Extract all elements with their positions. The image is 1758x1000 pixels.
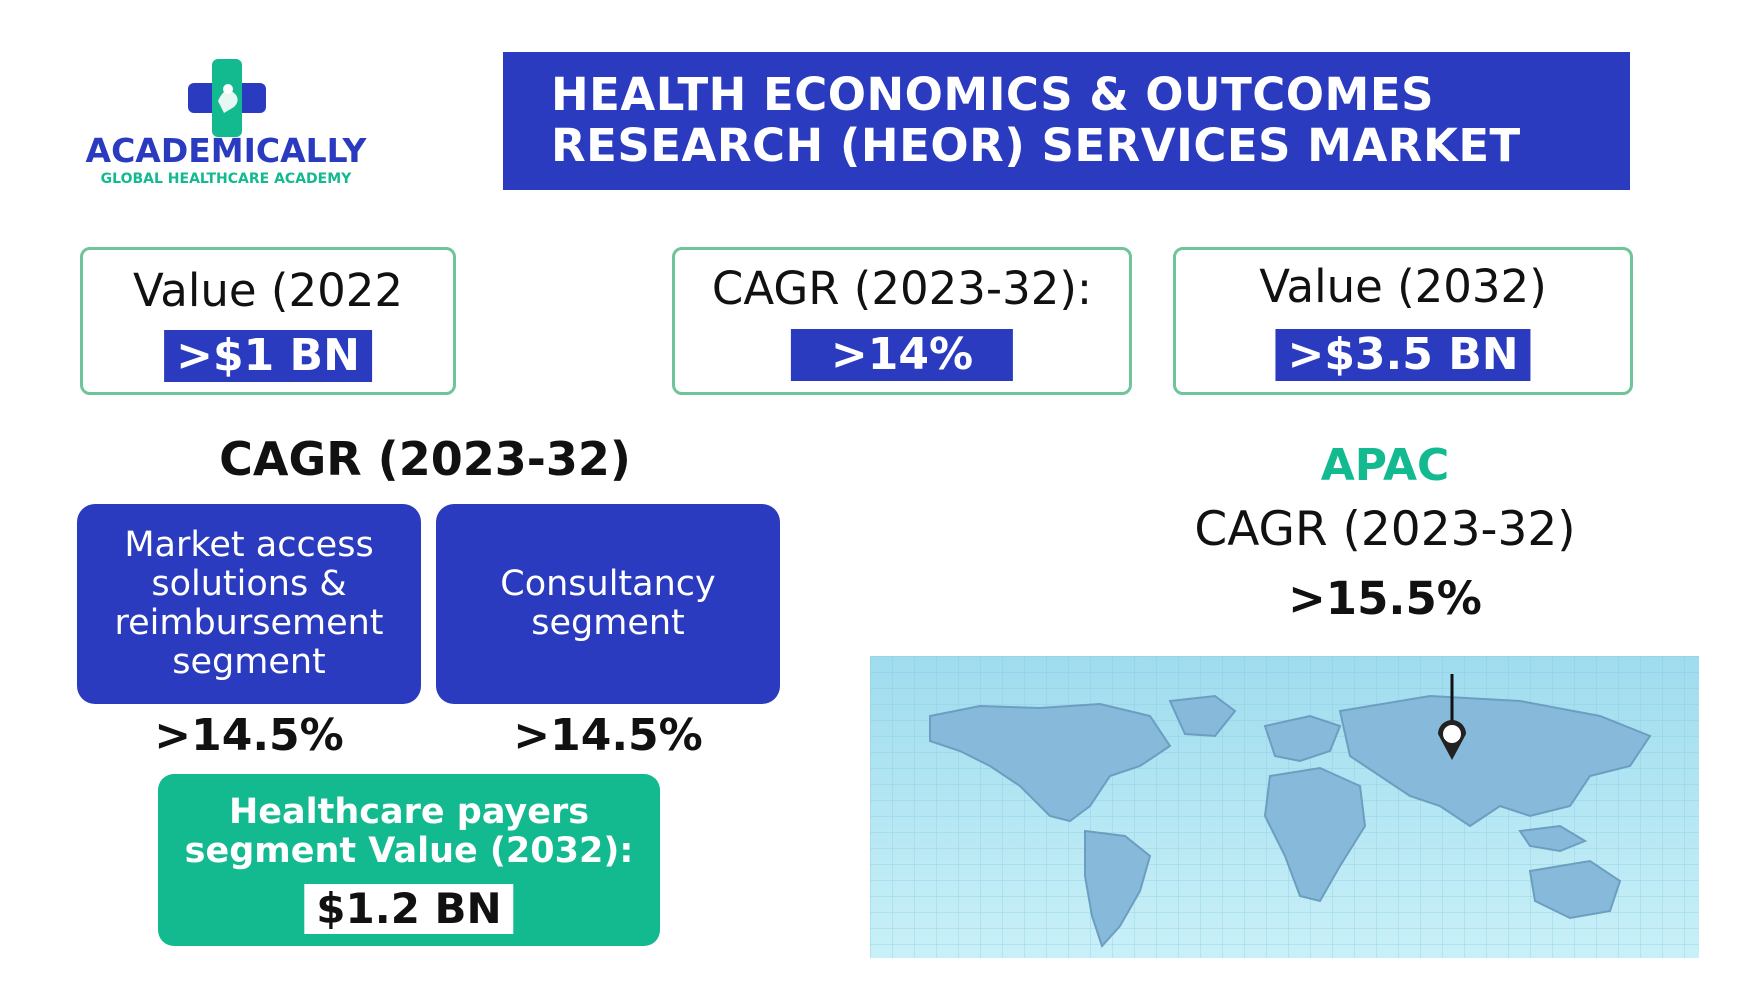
apac-cagr-label: CAGR (2023-32) [1194,502,1576,557]
logo-name: ACADEMICALLY [85,131,367,170]
stat-label: CAGR (2023-32): [711,262,1093,315]
title-banner: HEALTH ECONOMICS & OUTCOMES RESEARCH (HE… [503,52,1630,190]
title-line-1: HEALTH ECONOMICS & OUTCOMES [551,68,1434,121]
segment-label: Market access solutions & reimbursement … [114,525,384,682]
stat-label: Value (2032) [1259,260,1547,313]
logo-tagline: GLOBAL HEALTHCARE ACADEMY [100,171,352,187]
segment-consultancy-value: >14.5% [513,710,703,761]
world-map-pin-icon [870,656,1699,958]
segment-label: Consultancy segment [500,564,716,643]
stat-cagr: CAGR (2023-32): >14% [672,247,1132,395]
payers-segment-box: Healthcare payers segment Value (2032): … [158,774,660,946]
segment-consultancy: Consultancy segment [436,504,780,704]
apac-cagr-value: >15.5% [1288,572,1482,625]
stat-value: >$1 BN [164,330,372,382]
medical-cross-hand-icon [188,59,266,137]
stat-label: Value (2022 [133,264,403,317]
payers-value: $1.2 BN [304,884,514,934]
logo: ACADEMICALLY GLOBAL HEALTHCARE ACADEMY [66,55,386,195]
segments-heading: CAGR (2023-32) [219,432,631,486]
title-line-2: RESEARCH (HEOR) SERVICES MARKET [551,119,1521,172]
stat-value-2022: Value (2022 >$1 BN [80,247,456,395]
segment-market-access: Market access solutions & reimbursement … [77,504,421,704]
payers-label-line-2: segment Value (2032): [184,831,634,871]
stat-value: >$3.5 BN [1275,329,1531,381]
apac-region-label: APAC [1320,440,1450,491]
stat-value-2032: Value (2032) >$3.5 BN [1173,247,1633,395]
segment-market-access-value: >14.5% [154,710,344,761]
payers-label-line-1: Healthcare payers [228,792,590,832]
stat-value: >14% [790,329,1014,381]
